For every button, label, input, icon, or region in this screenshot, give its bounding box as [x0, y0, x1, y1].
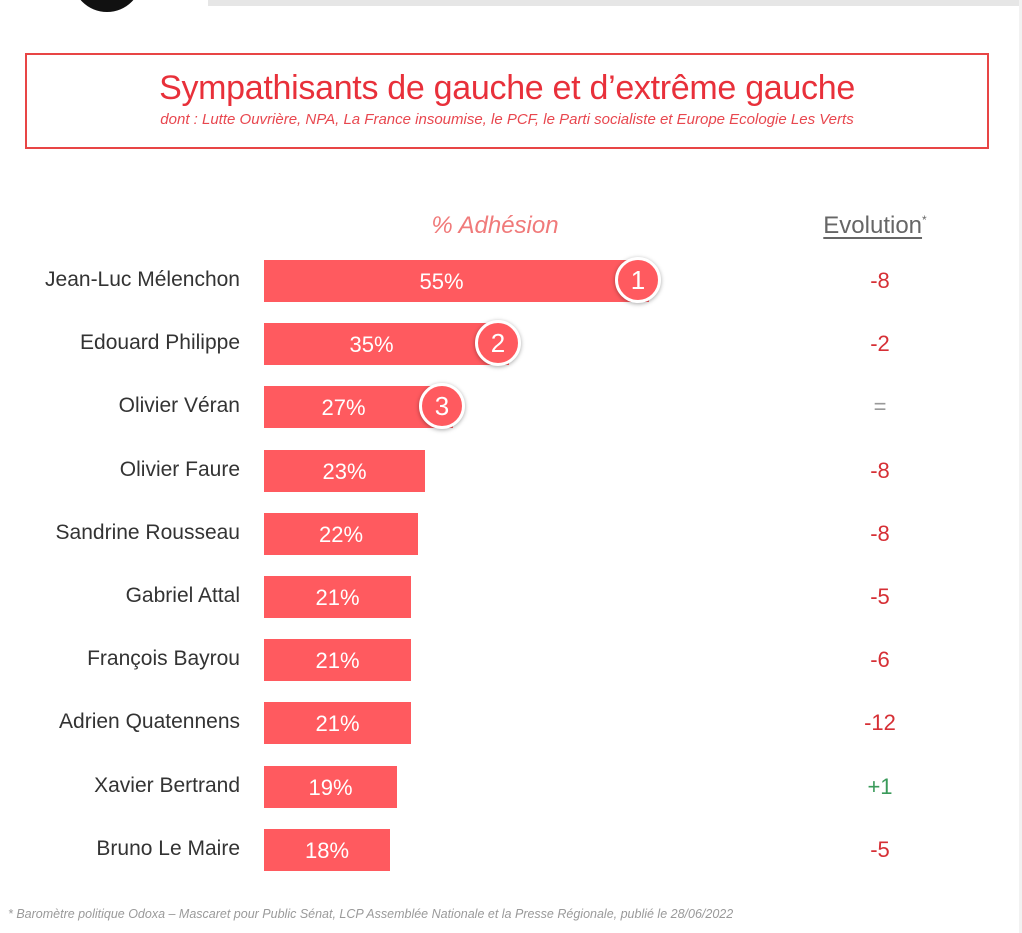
evolution-value: -12 — [864, 710, 896, 736]
rank-badge: 1 — [615, 257, 661, 303]
bar — [264, 512, 418, 555]
source-footnote: * Baromètre politique Odoxa – Mascaret p… — [8, 907, 734, 921]
rank-badge: 3 — [419, 383, 465, 430]
data-label: 21% — [315, 648, 360, 674]
evolution-column-header: Evolution* — [800, 212, 950, 240]
adhesion-column-header: % Adhésion — [431, 212, 559, 239]
bar — [264, 323, 509, 366]
category-label: Olivier Faure — [119, 457, 240, 481]
evolution-footnote-mark: * — [922, 213, 927, 227]
data-label: 21% — [315, 711, 360, 737]
chart-row: Olivier Véran 27% 3 = — [0, 383, 1022, 430]
data-label: 55% — [419, 269, 464, 294]
chart-row: François Bayrou 21% -6 — [0, 639, 1022, 683]
category-label: Bruno Le Maire — [96, 836, 240, 860]
evolution-value: -8 — [870, 268, 890, 293]
category-label: Jean-Luc Mélenchon — [45, 268, 240, 291]
bar — [264, 639, 411, 682]
chart-title: Sympathisants de gauche et d’extrême gau… — [159, 69, 855, 107]
bar — [264, 449, 425, 492]
category-label: Sandrine Rousseau — [55, 520, 240, 544]
bar — [264, 765, 397, 808]
data-label: 22% — [318, 521, 364, 547]
right-divider — [1019, 0, 1022, 933]
category-label: Gabriel Attal — [125, 584, 240, 607]
evolution-value: -5 — [870, 584, 890, 609]
data-label: 23% — [322, 458, 367, 484]
evolution-value: -8 — [870, 520, 890, 546]
chart-row: Jean-Luc Mélenchon 55% 1 -8 — [0, 257, 1022, 304]
chart-row: Gabriel Attal 21% -5 — [0, 576, 1022, 620]
bar — [264, 576, 411, 618]
data-label: 35% — [349, 332, 394, 358]
data-label: 21% — [315, 585, 360, 610]
chart-row: Adrien Quatennens 21% -12 — [0, 702, 1022, 746]
chart-row: Olivier Faure 23% -8 — [0, 449, 1022, 494]
evolution-value: -8 — [870, 457, 890, 483]
chart-row: Bruno Le Maire 18% -5 — [0, 828, 1022, 873]
evolution-value: -6 — [870, 647, 890, 673]
evolution-value: -5 — [870, 836, 890, 862]
category-label: François Bayrou — [87, 647, 240, 671]
top-divider — [208, 0, 1022, 6]
chart-subtitle: dont : Lutte Ouvrière, NPA, La France in… — [160, 111, 854, 128]
logo — [72, 0, 142, 12]
data-label: 27% — [321, 395, 366, 421]
chart-row: Xavier Bertrand 19% +1 — [0, 765, 1022, 810]
chart-row: Sandrine Rousseau 22% -8 — [0, 512, 1022, 557]
evolution-value: +1 — [867, 773, 893, 799]
title-box: Sympathisants de gauche et d’extrême gau… — [25, 53, 989, 149]
category-label: Edouard Philippe — [80, 331, 240, 355]
bar — [264, 702, 411, 745]
bar — [264, 828, 390, 871]
data-label: 19% — [308, 774, 353, 800]
category-label: Olivier Véran — [118, 394, 240, 418]
category-label: Adrien Quatennens — [59, 710, 240, 734]
evolution-value: = — [873, 394, 887, 420]
bar — [264, 260, 649, 302]
evolution-value: -2 — [870, 331, 890, 357]
rank-badge: 2 — [475, 320, 521, 367]
category-label: Xavier Bertrand — [94, 773, 240, 797]
data-label: 18% — [304, 837, 350, 863]
chart-row: Edouard Philippe 35% 2 -2 — [0, 320, 1022, 367]
evolution-header-label: Evolution — [823, 212, 923, 239]
